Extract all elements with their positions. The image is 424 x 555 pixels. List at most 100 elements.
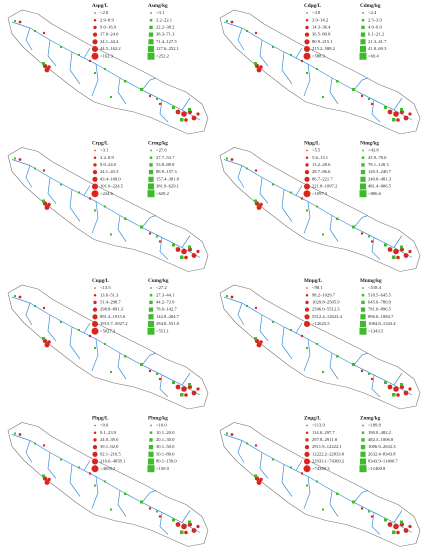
legend-symbol	[359, 183, 367, 190]
legend-title: Mnμg/L	[304, 278, 323, 284]
legend-label: 8343.9–11400.7	[368, 459, 398, 464]
legend-symbol	[93, 431, 97, 434]
legend-symbol	[303, 190, 311, 198]
legend-symbol	[91, 183, 99, 190]
legend-symbol	[94, 424, 96, 427]
legend-symbol	[304, 444, 310, 450]
legend-label: 114.0–297.7	[312, 430, 336, 435]
legend-symbol	[149, 18, 153, 22]
legend-label: 215.2–588.2	[312, 46, 336, 51]
legend-label: 127.6–252.1	[156, 46, 180, 51]
legend-symbol	[360, 169, 366, 175]
legend-symbol	[359, 458, 367, 465]
legend-symbol	[92, 307, 98, 312]
legend-label: >551.1	[156, 328, 170, 333]
legend-label: <2.4	[368, 10, 377, 15]
legend-label: 24.1–44.4	[100, 39, 119, 44]
legend-label: 1029.8–2505.9	[312, 299, 340, 304]
legend-label: 298.8–891.3	[100, 307, 124, 312]
legend-label: 221.8–1097.2	[312, 184, 338, 189]
legend-symbol	[306, 424, 308, 427]
legend-symbol	[360, 39, 366, 45]
legend-symbol	[148, 307, 154, 312]
legend-title: Cumg/kg	[148, 278, 169, 284]
legend-label: <3.8	[312, 10, 321, 15]
legend-symbol	[361, 156, 365, 159]
legend-label: 9.0–16.9	[100, 24, 117, 29]
legend-label: 381.9–629.1	[156, 184, 180, 189]
legend-label: <27.6	[156, 148, 167, 153]
legend-symbol	[359, 190, 367, 198]
legend-symbol	[147, 458, 155, 465]
legend-symbol	[362, 287, 364, 289]
legend-symbol	[148, 169, 154, 175]
legend-label: 3.2–22.1	[156, 17, 173, 22]
legend-label: >69.4	[368, 53, 379, 58]
legend-label: 297.8–2911.8	[312, 437, 338, 442]
legend-label: 39.1–92.0	[100, 444, 119, 449]
legend-label: 10.1–20.0	[156, 430, 175, 435]
legend-symbol	[361, 431, 365, 434]
legend-label: >224.6	[100, 191, 114, 196]
map-panel: Cuμg/L<13.5 13.6–51.3 51.4–298.7 298.8–891.…	[7, 278, 209, 410]
legend-label: 216.6–4058.1	[100, 459, 126, 464]
legend-title: Cdmg/kg	[360, 3, 381, 9]
legend-label: 240.8–481.3	[368, 176, 392, 181]
map-panel: Mnμg/L<98.1 98.2–1029.7 1029.8–2505.9 2506.…	[219, 278, 421, 410]
legend-symbol	[91, 190, 99, 198]
legend-label: >11400.8	[368, 466, 386, 471]
map-panel: Pbμg/L<9.0 9.1–23.9 24.0–39.0 39.1–92.0 92.1…	[7, 416, 209, 547]
legend-title: Crμg/L	[92, 141, 109, 147]
legend-label: 1084.8–1343.4	[368, 321, 396, 326]
legend-label: <10.0	[156, 423, 167, 428]
legend-symbol	[361, 300, 365, 305]
legend-label: 17.0–24.0	[100, 32, 119, 37]
legend-symbol	[359, 52, 367, 60]
legend-symbol	[362, 12, 364, 14]
legend-symbol	[361, 438, 365, 442]
legend-symbol	[303, 465, 311, 473]
legend-label: 14.3–36.4	[312, 24, 331, 29]
legend-symbol	[147, 52, 155, 60]
legend-symbol	[149, 431, 153, 434]
legend-symbol	[92, 39, 98, 45]
legend-symbol	[360, 32, 366, 37]
legend-symbol	[303, 320, 311, 328]
legend-label: 27.7–53.7	[156, 155, 175, 160]
legend-label: <518.4	[368, 285, 382, 290]
legend-label: 78.1–120.3	[368, 162, 389, 167]
legend-symbol	[305, 300, 309, 305]
legend-symbol	[304, 39, 310, 45]
legend-label: <27.2	[156, 285, 167, 290]
legend-label: <13.5	[100, 285, 111, 290]
legend-symbol	[306, 149, 308, 152]
legend-label: 9.1–23.9	[100, 430, 117, 435]
legend-label: 92.1–216.5	[100, 451, 121, 456]
legend-label: 71.4–127.5	[156, 39, 177, 44]
legend-label: <189.9	[368, 423, 382, 428]
map-panel: Crμg/L<3.1 3.2–8.9 9.0–24.0 24.1–43.3 43.4–1…	[7, 141, 209, 272]
legend-title: Asmg/kg	[148, 3, 168, 9]
legend-label: 43.9–78.0	[368, 155, 387, 160]
legend-label: <2.8	[100, 10, 109, 15]
legend-label: 781.0–896.5	[368, 307, 392, 312]
legend-label: 5512.4–12623.4	[312, 314, 343, 319]
legend-symbol	[91, 320, 99, 328]
legend-symbol	[306, 12, 308, 14]
legend-title: Asμg/L	[92, 3, 109, 9]
legend-label: 482.3–1006.8	[368, 437, 394, 442]
legend-symbol	[304, 307, 310, 312]
legend-symbol	[304, 314, 310, 320]
legend-symbol	[92, 451, 98, 457]
legend-label: >162.3	[100, 53, 114, 58]
legend-symbol	[148, 176, 154, 182]
legend-symbol	[361, 18, 365, 22]
legend-symbol	[149, 25, 153, 30]
legend-label: 6.1–21.2	[368, 32, 385, 37]
legend-title: Mnmg/kg	[360, 278, 382, 284]
legend-symbol	[94, 12, 96, 14]
legend-symbol	[91, 465, 99, 473]
legend-symbol	[93, 18, 97, 22]
legend-label: 98.2–1029.7	[312, 292, 336, 297]
